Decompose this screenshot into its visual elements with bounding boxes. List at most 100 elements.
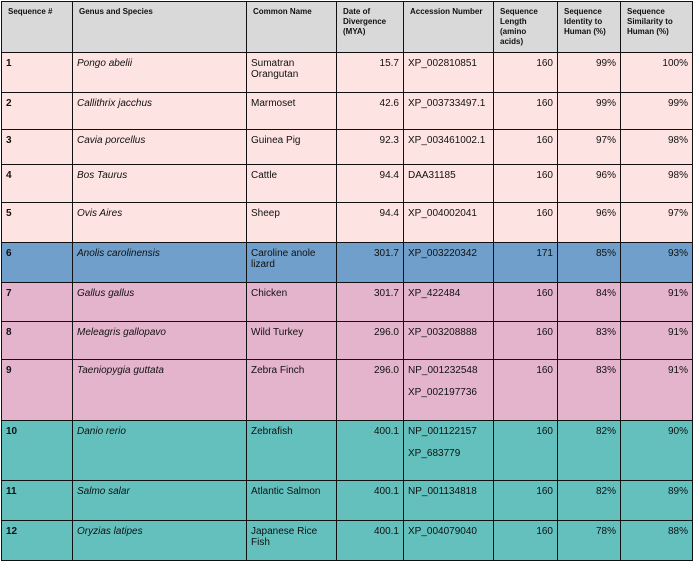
cell-len: 160 xyxy=(493,321,558,360)
cell-mya: 94.4 xyxy=(336,164,404,203)
cell-mya: 92.3 xyxy=(336,129,404,165)
cell-len: 160 xyxy=(493,520,558,561)
accession-number: NP_001134818 xyxy=(408,486,477,497)
cell-sim: 91% xyxy=(620,321,693,360)
cell-mya: 296.0 xyxy=(336,321,404,360)
table-row: 10 Danio rerio Zebrafish 400.1 NP_001122157 … xyxy=(1,420,693,481)
cell-sim: 99% xyxy=(620,92,693,130)
cell-common: Sheep xyxy=(246,202,337,243)
cell-species: Pongo abelii xyxy=(72,52,247,93)
cell-sim: 98% xyxy=(620,129,693,165)
accession-number: XP_002197736 xyxy=(408,387,477,398)
cell-species: Gallus gallus xyxy=(72,282,247,322)
cell-species: Ovis Aires xyxy=(72,202,247,243)
cell-acc: XP_003220342 xyxy=(403,242,494,283)
cell-mya: 400.1 xyxy=(336,420,404,481)
cell-seq: 6 xyxy=(1,242,73,283)
cell-seq: 4 xyxy=(1,164,73,203)
cell-ident: 82% xyxy=(557,480,621,521)
cell-acc: XP_004079040 xyxy=(403,520,494,561)
cell-acc: NP_001232548 XP_002197736 xyxy=(403,359,494,421)
cell-mya: 42.6 xyxy=(336,92,404,130)
cell-sim: 93% xyxy=(620,242,693,283)
cell-len: 160 xyxy=(493,52,558,93)
cell-len: 160 xyxy=(493,129,558,165)
cell-common: Zebrafish xyxy=(246,420,337,481)
cell-acc: DAA31185 xyxy=(403,164,494,203)
accession-number: XP_004079040 xyxy=(408,526,477,537)
cell-sim: 90% xyxy=(620,420,693,481)
cell-common: Wild Turkey xyxy=(246,321,337,360)
cell-ident: 82% xyxy=(557,420,621,481)
cell-common: Marmoset xyxy=(246,92,337,130)
accession-number: NP_001122157 xyxy=(408,426,477,437)
cell-len: 160 xyxy=(493,359,558,421)
cell-len: 171 xyxy=(493,242,558,283)
accession-number: XP_003220342 xyxy=(408,248,477,259)
cell-len: 160 xyxy=(493,164,558,203)
cell-sim: 98% xyxy=(620,164,693,203)
table-row: 3 Cavia porcellus Guinea Pig 92.3 XP_0034610… xyxy=(1,129,693,165)
cell-seq: 5 xyxy=(1,202,73,243)
cell-species: Meleagris gallopavo xyxy=(72,321,247,360)
table-row: 1 Pongo abelii Sumatran Orangutan 15.7 XP_00… xyxy=(1,52,693,93)
cell-acc: XP_004002041 xyxy=(403,202,494,243)
cell-len: 160 xyxy=(493,282,558,322)
cell-common: Guinea Pig xyxy=(246,129,337,165)
cell-sim: 89% xyxy=(620,480,693,521)
table-row: 12 Oryzias latipes Japanese Rice Fish 400.1… xyxy=(1,520,693,561)
cell-len: 160 xyxy=(493,480,558,521)
cell-len: 160 xyxy=(493,202,558,243)
cell-sim: 91% xyxy=(620,282,693,322)
cell-acc: XP_003733497.1 xyxy=(403,92,494,130)
table-row: 8 Meleagris gallopavo Wild Turkey 296.0 XP_… xyxy=(1,321,693,360)
cell-ident: 85% xyxy=(557,242,621,283)
cell-seq: 12 xyxy=(1,520,73,561)
cell-acc: XP_422484 xyxy=(403,282,494,322)
cell-species: Danio rerio xyxy=(72,420,247,481)
header-row: Sequence # Genus and Species Common Name Da… xyxy=(1,1,693,53)
cell-sim: 97% xyxy=(620,202,693,243)
cell-acc: NP_001134818 xyxy=(403,480,494,521)
cell-common: Cattle xyxy=(246,164,337,203)
cell-species: Anolis carolinensis xyxy=(72,242,247,283)
cell-ident: 99% xyxy=(557,52,621,93)
column-header: Common Name xyxy=(246,1,337,53)
cell-seq: 2 xyxy=(1,92,73,130)
accession-number: XP_003461002.1 xyxy=(408,135,486,146)
cell-seq: 1 xyxy=(1,52,73,93)
column-header: Sequence # xyxy=(1,1,73,53)
cell-sim: 100% xyxy=(620,52,693,93)
cell-species: Cavia porcellus xyxy=(72,129,247,165)
table-row: 7 Gallus gallus Chicken 301.7 XP_422484 160 8… xyxy=(1,282,693,322)
cell-len: 160 xyxy=(493,420,558,481)
table-row: 9 Taeniopygia guttata Zebra Finch 296.0 NP_0… xyxy=(1,359,693,421)
cell-ident: 83% xyxy=(557,359,621,421)
table-row: 5 Ovis Aires Sheep 94.4 XP_004002041 160 96% 97… xyxy=(1,202,693,243)
cell-mya: 301.7 xyxy=(336,242,404,283)
cell-seq: 11 xyxy=(1,480,73,521)
cell-mya: 296.0 xyxy=(336,359,404,421)
cell-sim: 88% xyxy=(620,520,693,561)
cell-len: 160 xyxy=(493,92,558,130)
cell-species: Salmo salar xyxy=(72,480,247,521)
accession-number: XP_422484 xyxy=(408,288,461,299)
cell-acc: XP_002810851 xyxy=(403,52,494,93)
cell-sim: 91% xyxy=(620,359,693,421)
accession-number: XP_004002041 xyxy=(408,208,477,219)
cell-seq: 10 xyxy=(1,420,73,481)
cell-common: Zebra Finch xyxy=(246,359,337,421)
cell-species: Taeniopygia guttata xyxy=(72,359,247,421)
cell-common: Sumatran Orangutan xyxy=(246,52,337,93)
cell-ident: 96% xyxy=(557,202,621,243)
accession-number: XP_683779 xyxy=(408,448,461,459)
cell-seq: 9 xyxy=(1,359,73,421)
cell-seq: 7 xyxy=(1,282,73,322)
accession-number: DAA31185 xyxy=(408,170,456,181)
cell-mya: 301.7 xyxy=(336,282,404,322)
cell-common: Caroline anole lizard xyxy=(246,242,337,283)
cell-mya: 94.4 xyxy=(336,202,404,243)
column-header: Date of Divergence (MYA) xyxy=(336,1,404,53)
cell-mya: 400.1 xyxy=(336,480,404,521)
